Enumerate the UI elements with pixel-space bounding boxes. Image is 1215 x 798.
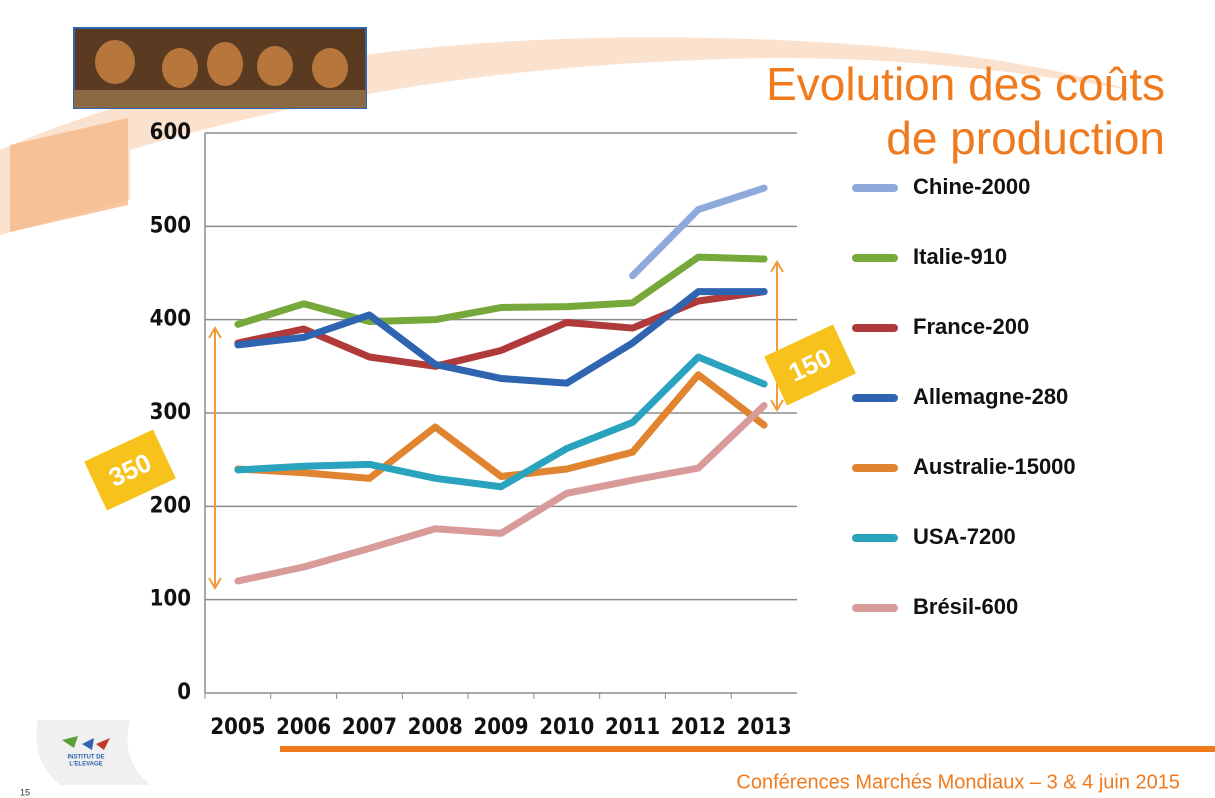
logo-bg (36, 720, 150, 785)
x-tick-label: 2010 (539, 715, 594, 740)
series-line (238, 406, 764, 581)
page-number: 15 (20, 787, 30, 797)
x-tick-label: 2005 (210, 715, 265, 740)
swoosh-band (10, 118, 128, 232)
x-tick-label: 2008 (408, 715, 463, 740)
title-line: Evolution des coûts (766, 58, 1165, 110)
series-line (633, 188, 765, 276)
x-tick-label: 2012 (671, 715, 726, 740)
plot: 0 100 200 300 400 500 600 2005 2006 2007 2008 2009 2… (84, 120, 1076, 740)
y-tick-label: 400 (150, 307, 191, 332)
legend-label: Brésil-600 (913, 594, 1018, 619)
logo-text: L'ELEVAGE (69, 762, 102, 768)
x-tick-label: 2011 (605, 715, 660, 740)
legend-label: USA-7200 (913, 524, 1016, 549)
y-tick-label: 500 (150, 213, 191, 238)
footer-rule (280, 746, 1215, 752)
legend-label: Allemagne-280 (913, 384, 1068, 409)
logo-text: INSTITUT DE (68, 755, 105, 761)
title-line: de production (886, 112, 1165, 164)
y-tick-label: 100 (150, 587, 191, 612)
x-tick-label: 2006 (276, 715, 331, 740)
x-tick-label: 2009 (473, 715, 528, 740)
x-tick-label: 2007 (342, 715, 397, 740)
legend-label: Australie-15000 (913, 454, 1076, 479)
y-tick-label: 0 (177, 680, 191, 705)
legend-label: France-200 (913, 314, 1029, 339)
footer: Conférences Marchés Mondiaux – 3 & 4 jui… (736, 771, 1180, 793)
y-tick-label: 300 (150, 400, 191, 425)
legend-label: Italie-910 (913, 244, 1007, 269)
x-tick-label: 2013 (737, 715, 792, 740)
photo-fence (74, 90, 366, 108)
series-line (238, 257, 764, 324)
slide: Evolution des coûts de production 0 100 20… (0, 0, 1215, 798)
legend-label: Chine-2000 (913, 174, 1030, 199)
y-tick-label: 200 (150, 493, 191, 518)
y-tick-label: 600 (150, 120, 191, 145)
